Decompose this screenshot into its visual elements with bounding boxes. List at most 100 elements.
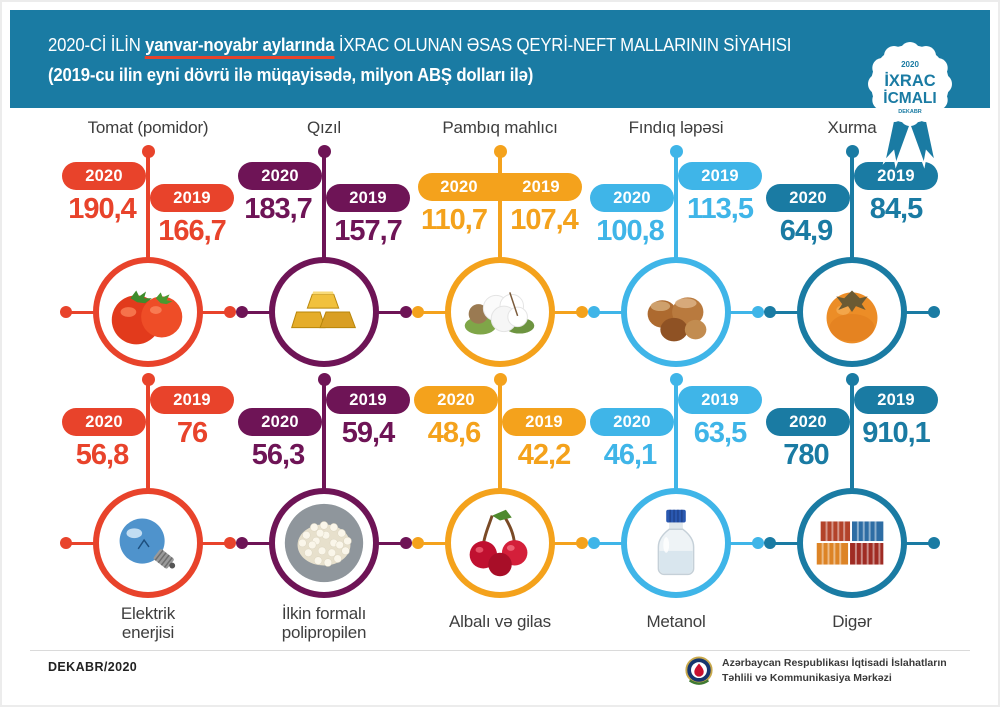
value-2019: 42,2 (517, 439, 571, 471)
product-item: Albalı və gilas 2020 2019 48,6 42,2 (412, 368, 588, 648)
value-2020: 183,7 (244, 193, 313, 225)
product-item: Pambıq mahlıcı 2020 2019 110,7 107,4 (412, 118, 588, 368)
product-label: Albalı və gilas (406, 612, 594, 631)
page-subtitle: (2019-cu ilin eyni dövrü ilə müqayisədə,… (48, 65, 534, 85)
product-label-line: Albalı və gilas (449, 612, 551, 631)
year-2020-tab: 2020 (62, 408, 146, 436)
year-2020-tab: 2020 (766, 408, 850, 436)
footer-date: DEKABR/2020 (48, 660, 138, 674)
stem-dot (318, 373, 331, 386)
product-label: İlkin formalı polipropilen (230, 604, 418, 642)
stem-dot (670, 145, 683, 158)
product-label-line: Elektrik (120, 604, 176, 623)
org-name: Azərbaycan Respublikası İqtisadi İslahat… (722, 656, 947, 685)
value-2020: 46,1 (603, 439, 657, 471)
product-label: Elektrik enerjisi (54, 604, 242, 642)
footer-org: Azərbaycan Respublikası İqtisadi İslahat… (684, 655, 947, 687)
year-2019-tab: 2019 (502, 408, 586, 436)
connector-line-left (420, 311, 448, 314)
stem-dot (670, 373, 683, 386)
year-2019-tab: 2019 (678, 386, 762, 414)
value-2020: 190,4 (68, 193, 137, 225)
connector-dot-left (60, 306, 72, 318)
value-2020: 48,6 (427, 417, 481, 449)
title-suffix: İXRAC OLUNAN ƏSAS QEYRİ-NEFT MALLARININ … (338, 35, 792, 55)
value-2020: 780 (783, 439, 829, 471)
year-2020-tab: 2020 (766, 184, 850, 212)
badge-line1: İXRAC (884, 72, 935, 90)
stem-dot (318, 145, 331, 158)
title-highlight: yanvar-noyabr aylarında (145, 35, 335, 59)
year-2020-tab: 2020 (238, 408, 322, 436)
value-2019: 59,4 (341, 417, 395, 449)
product-label-line: Pambıq mahlıcı (442, 118, 558, 137)
title-prefix: 2020-Cİ İLİN (48, 35, 141, 55)
stem-line (146, 382, 150, 490)
connector-line-right (376, 311, 404, 314)
cherry-icon (453, 496, 547, 590)
connector-dot-left (412, 306, 424, 318)
year-2019-tab: 2019 (326, 386, 410, 414)
connector-dot-left (236, 306, 248, 318)
product-item: Qızıl 2020 2019 183,7 157,7 (236, 118, 412, 368)
connector-line-left (244, 542, 272, 545)
year-2019-tab: 2019 (854, 386, 938, 414)
product-item: Tomat (pomidor) 2020 2019 190,4 166,7 (60, 118, 236, 368)
stem-dot (142, 145, 155, 158)
product-label: Pambıq mahlıcı (406, 118, 594, 137)
product-item: İlkin formalı polipropilen 2020 2019 56,3 59,… (236, 368, 412, 648)
badge-year: 2020 (901, 60, 919, 69)
badge-line2: İCMALI (883, 90, 936, 107)
product-label-line: polipropilen (281, 623, 367, 642)
product-label-line: Xurma (827, 118, 877, 137)
connector-dot-left (412, 537, 424, 549)
stem-line (498, 154, 502, 260)
connector-dot-right (928, 537, 940, 549)
connector-line-right (200, 311, 228, 314)
connector-line-right (728, 542, 756, 545)
stem-dot (494, 145, 507, 158)
stem-dot (846, 145, 859, 158)
product-label: Qızıl (230, 118, 418, 137)
product-item: Xurma 2020 2019 64,9 84,5 (764, 118, 940, 368)
year-2020-tab: 2020 (590, 408, 674, 436)
connector-dot-right (224, 537, 236, 549)
org-name-line1: Azərbaycan Respublikası İqtisadi İslahat… (722, 657, 947, 670)
stem-line (146, 154, 150, 260)
footer-divider (30, 650, 970, 651)
value-2019: 76 (176, 417, 208, 449)
connector-dot-left (236, 537, 248, 549)
year-2020-tab: 2020 (238, 162, 322, 190)
connector-dot-left (764, 537, 776, 549)
year-2020-tab: 2020 (62, 162, 146, 190)
value-2020: 64,9 (779, 215, 833, 247)
product-item: Fındıq ləpəsi 2020 2019 100,8 113,5 (588, 118, 764, 368)
product-label-line: Digər (832, 612, 872, 631)
year-2019-tab: 2019 (150, 184, 234, 212)
value-2019: 166,7 (158, 215, 227, 247)
items-grid: Tomat (pomidor) 2020 2019 190,4 166,7 Qızıl 20… (60, 118, 940, 648)
containers-icon (805, 496, 899, 590)
value-2019: 84,5 (869, 193, 923, 225)
methanol-bottle-icon (629, 496, 723, 590)
product-label: Metanol (582, 612, 770, 631)
connector-dot-left (764, 306, 776, 318)
year-2020-tab: 2020 (418, 173, 500, 201)
value-2019: 107,4 (510, 204, 579, 236)
connector-dot-left (60, 537, 72, 549)
stem-line (498, 382, 502, 490)
year-2019-tab: 2019 (500, 173, 582, 201)
persimmon-icon (805, 265, 899, 359)
product-label: Xurma (758, 118, 946, 137)
connector-dot-right (928, 306, 940, 318)
year-2019-tab: 2019 (326, 184, 410, 212)
year-2019-tab: 2019 (150, 386, 234, 414)
tomato-icon (101, 265, 195, 359)
stem-line (850, 154, 854, 260)
product-label-line: enerjisi (121, 623, 175, 642)
product-item: Elektrik enerjisi 2020 2019 56,8 76 (60, 368, 236, 648)
value-2020: 56,8 (75, 439, 129, 471)
connector-line-left (244, 311, 272, 314)
connector-line-right (552, 311, 580, 314)
connector-line-right (728, 311, 756, 314)
